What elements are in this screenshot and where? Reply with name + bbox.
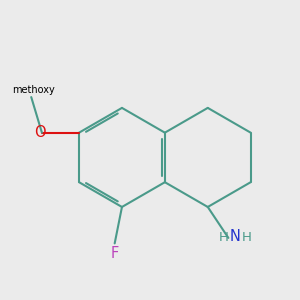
Text: F: F <box>110 246 119 261</box>
Text: methoxy: methoxy <box>12 85 55 94</box>
Text: O: O <box>34 125 46 140</box>
Text: H: H <box>242 231 252 244</box>
Text: H: H <box>218 231 228 244</box>
Text: N: N <box>230 230 240 244</box>
